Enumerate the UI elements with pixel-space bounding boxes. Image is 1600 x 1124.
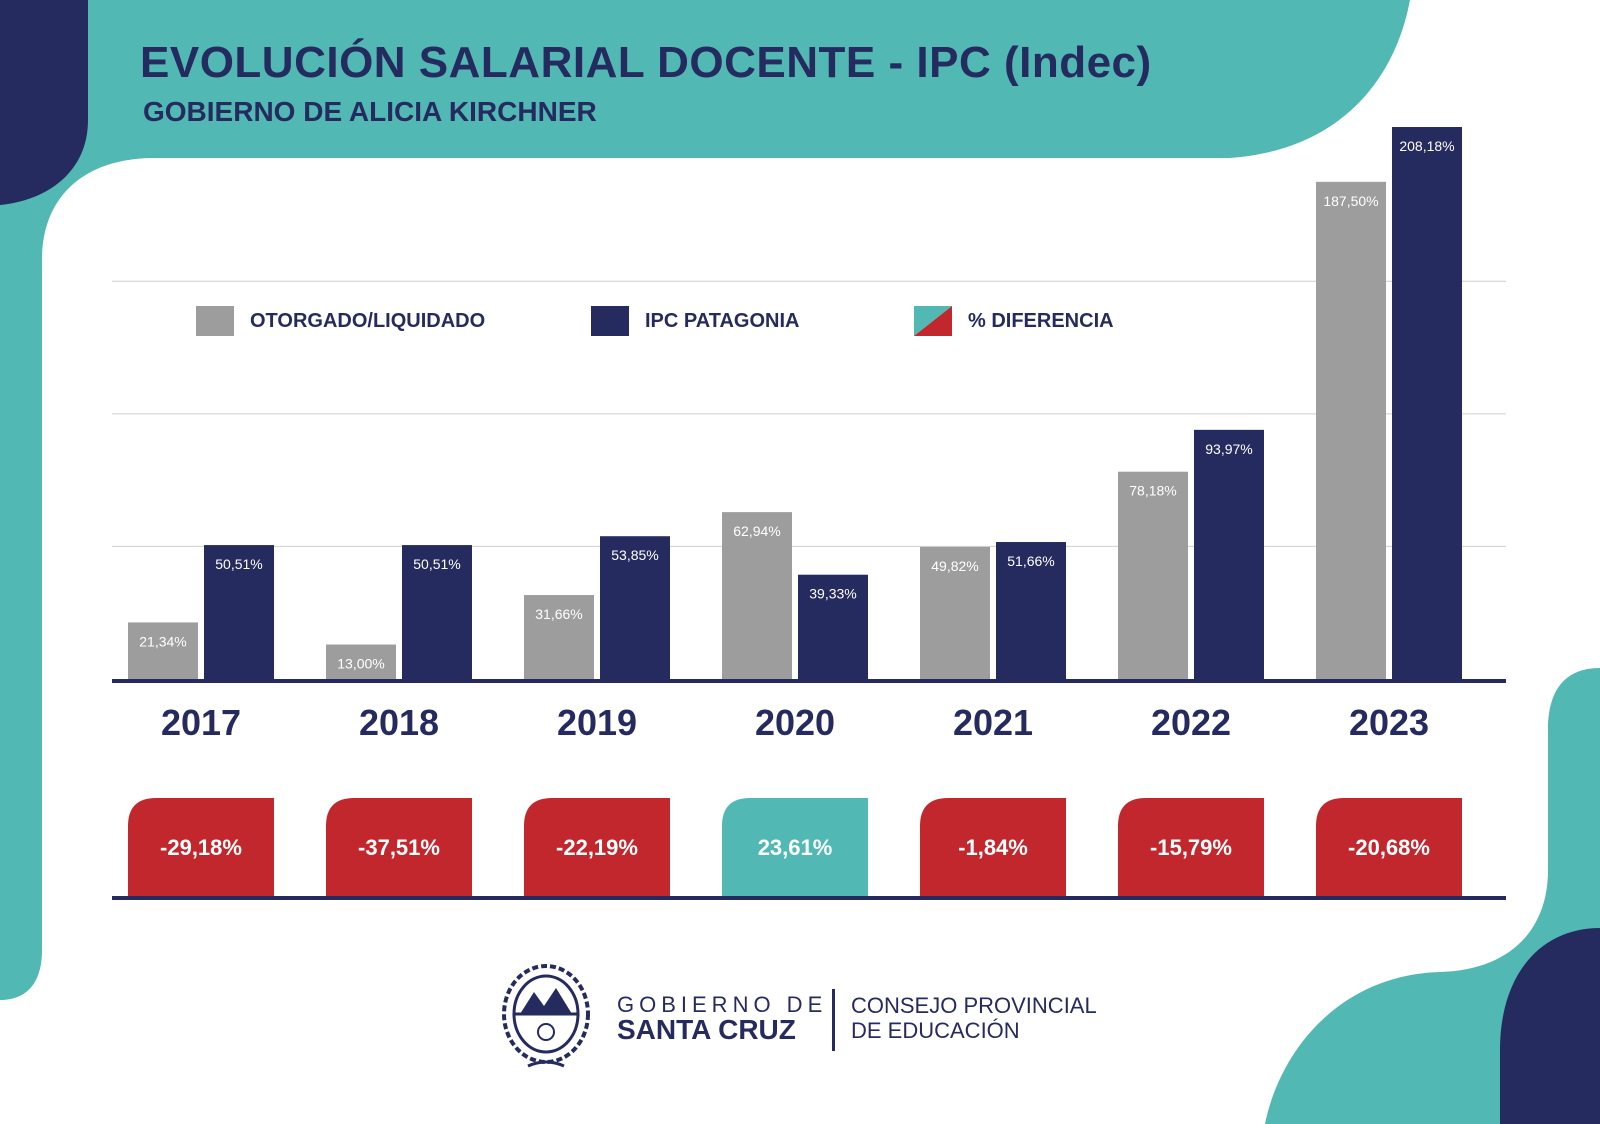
bar-label-ipc-2017: 50,51% (215, 556, 262, 572)
difference-label-2022: -15,79% (1150, 835, 1232, 860)
header-teal-shape (0, 0, 1410, 1000)
legend-item-otorgado: OTORGADO/LIQUIDADO (196, 305, 485, 337)
bar-label-ipc-2018: 50,51% (413, 556, 460, 572)
bar-label-otorgado-2019: 31,66% (535, 606, 582, 622)
gov-label-line1: GOBIERNO DE (617, 992, 828, 1017)
corner-dark-shape-top-left (0, 0, 88, 205)
legend-label-ipc: IPC PATAGONIA (645, 309, 800, 332)
x-tick-label-2022: 2022 (1151, 702, 1231, 743)
corner-dark-shape-bottom-right (1500, 928, 1600, 1124)
bar-otorgado-2021 (920, 546, 990, 679)
difference-label-2017: -29,18% (160, 835, 242, 860)
grid-lines (112, 280, 1506, 547)
legend-item-diferencia: % DIFERENCIA (914, 305, 1114, 337)
difference-label-2020: 23,61% (758, 835, 833, 860)
page-subtitle: GOBIERNO DE ALICIA KIRCHNER (143, 96, 597, 127)
legend-item-ipc: IPC PATAGONIA (591, 305, 799, 337)
bar-ipc-2017 (204, 545, 274, 679)
x-tick-label-2018: 2018 (359, 702, 439, 743)
legend-swatch-otorgado (196, 306, 234, 336)
bar-otorgado-2020 (722, 512, 792, 679)
gov-label-line2: SANTA CRUZ (617, 1014, 796, 1045)
bar-otorgado-2017 (128, 622, 198, 679)
bar-ipc-2018 (402, 545, 472, 679)
difference-label-2021: -1,84% (958, 835, 1028, 860)
bar-label-ipc-2023: 208,18% (1399, 138, 1454, 154)
bar-ipc-2023 (1392, 127, 1462, 679)
difference-label-2019: -22,19% (556, 835, 638, 860)
legend-label-otorgado: OTORGADO/LIQUIDADO (250, 309, 486, 332)
bar-otorgado-2023 (1316, 181, 1386, 679)
bar-series: 21,34% 50,51% 13,00% 50,51% 31,66% 53,85% 62,9… (128, 127, 1462, 679)
difference-badge-2021 (920, 798, 1066, 896)
x-axis: 2017 2018 2019 2020 2021 2022 2023 (112, 679, 1506, 743)
legend-swatch-ipc (591, 306, 629, 336)
legend-swatch-diferencia (914, 306, 952, 336)
bar-otorgado-2022 (1118, 471, 1188, 679)
bar-label-ipc-2020: 39,33% (809, 586, 856, 602)
org-label-line2: DE EDUCACIÓN (851, 1018, 1020, 1043)
bar-otorgado-2018 (326, 644, 396, 679)
difference-label-2018: -37,51% (358, 835, 440, 860)
x-tick-label-2021: 2021 (953, 702, 1033, 743)
bar-label-otorgado-2018: 13,00% (337, 656, 384, 672)
bar-label-otorgado-2023: 187,50% (1323, 193, 1378, 209)
bar-label-otorgado-2021: 49,82% (931, 558, 978, 574)
difference-row: -29,18% -37,51% -22,19% 23,61% -1,84% -15,79%… (112, 798, 1506, 900)
bar-otorgado-2019 (524, 595, 594, 679)
org-label-line1: CONSEJO PROVINCIAL (851, 993, 1097, 1018)
difference-badge-2020 (722, 798, 868, 896)
bar-label-ipc-2019: 53,85% (611, 547, 658, 563)
bar-ipc-2022 (1194, 429, 1264, 679)
legend-label-diferencia: % DIFERENCIA (968, 309, 1114, 332)
bar-ipc-2020 (798, 574, 868, 679)
bar-label-otorgado-2022: 78,18% (1129, 483, 1176, 499)
footer-separator (832, 989, 835, 1051)
province-seal-icon (502, 964, 590, 1068)
x-tick-label-2019: 2019 (557, 702, 637, 743)
x-tick-label-2020: 2020 (755, 702, 835, 743)
difference-badge-2022 (1118, 798, 1264, 896)
difference-badge-2019 (524, 798, 670, 896)
bar-label-ipc-2021: 51,66% (1007, 553, 1054, 569)
page-title: EVOLUCIÓN SALARIAL DOCENTE - IPC (Indec) (140, 38, 1152, 87)
bar-label-otorgado-2020: 62,94% (733, 523, 780, 539)
x-tick-label-2017: 2017 (161, 702, 241, 743)
difference-label-2023: -20,68% (1348, 835, 1430, 860)
x-tick-label-2023: 2023 (1349, 702, 1429, 743)
difference-badge-2018 (326, 798, 472, 896)
bar-label-ipc-2022: 93,97% (1205, 441, 1252, 457)
difference-badge-2023 (1316, 798, 1462, 896)
difference-badge-2017 (128, 798, 274, 896)
bar-label-otorgado-2017: 21,34% (139, 633, 186, 649)
bar-ipc-2019 (600, 536, 670, 679)
bar-ipc-2021 (996, 542, 1066, 679)
